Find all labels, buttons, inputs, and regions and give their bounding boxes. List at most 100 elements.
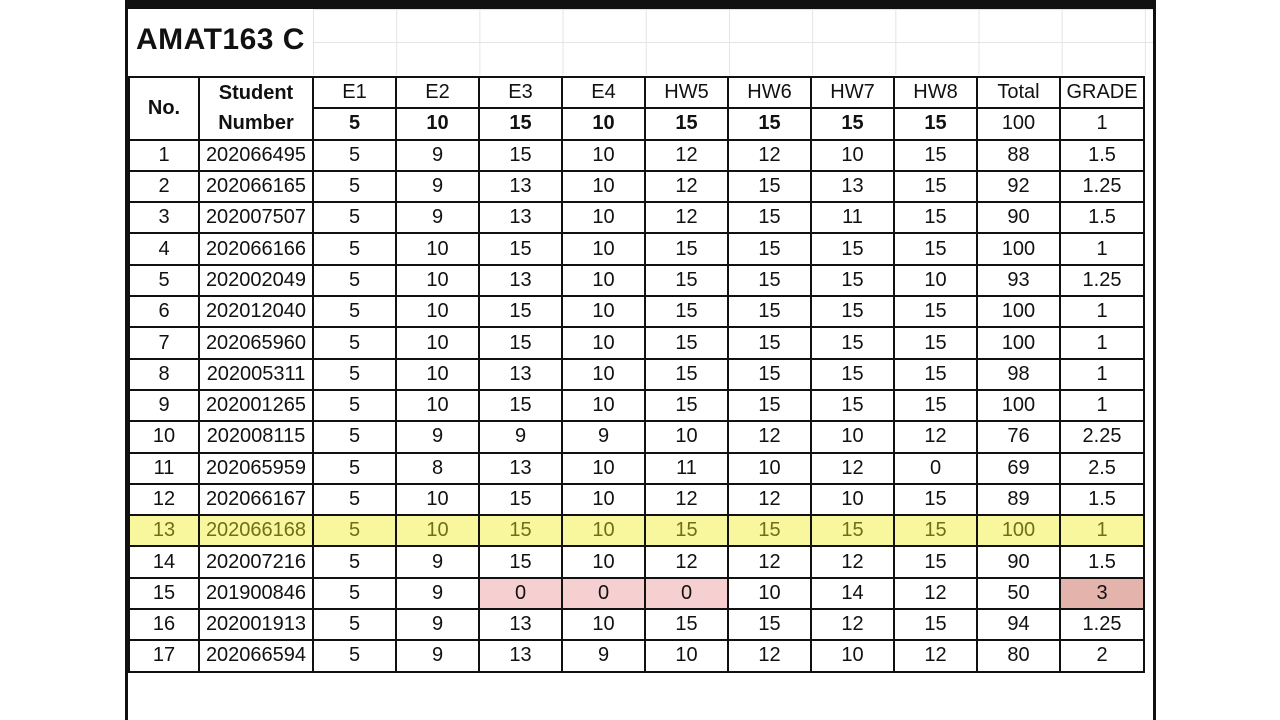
row-number-cell[interactable]: 16 (128, 608, 200, 642)
row-number-cell[interactable]: 3 (128, 201, 200, 235)
score-cell[interactable]: 10 (561, 169, 646, 204)
row-number-cell[interactable]: 10 (128, 420, 200, 454)
score-cell[interactable]: 11 (810, 201, 895, 235)
total-cell[interactable]: 90 (976, 545, 1061, 579)
grade-cell[interactable]: 1.5 (1059, 201, 1145, 235)
score-cell[interactable]: 15 (893, 545, 978, 579)
score-cell[interactable]: 15 (893, 326, 978, 360)
score-cell[interactable]: 15 (644, 295, 729, 329)
score-cell[interactable]: 15 (893, 388, 978, 423)
max-score-cell[interactable]: 15 (893, 107, 978, 141)
score-cell[interactable]: 12 (727, 138, 812, 172)
score-cell[interactable]: 9 (395, 169, 480, 204)
col-header-no[interactable]: No. (128, 76, 200, 141)
grade-cell[interactable]: 1 (1059, 326, 1145, 360)
score-cell[interactable]: 15 (727, 514, 812, 548)
score-cell[interactable]: 12 (893, 576, 978, 611)
total-cell[interactable]: 92 (976, 169, 1061, 204)
score-cell[interactable]: 10 (561, 545, 646, 579)
row-number-cell[interactable]: 13 (128, 514, 200, 548)
score-cell[interactable]: 15 (810, 295, 895, 329)
total-cell[interactable]: 88 (976, 138, 1061, 172)
grade-cell[interactable]: 1.25 (1059, 608, 1145, 642)
score-cell[interactable]: 15 (810, 388, 895, 423)
score-cell[interactable]: 8 (395, 451, 480, 485)
score-cell[interactable]: 10 (395, 326, 480, 360)
grade-cell[interactable]: 2 (1059, 639, 1145, 673)
student-number-cell[interactable]: 202065960 (198, 326, 314, 360)
total-cell[interactable]: 100 (976, 326, 1061, 360)
score-cell[interactable]: 15 (893, 608, 978, 642)
total-cell[interactable]: 80 (976, 639, 1061, 673)
row-number-cell[interactable]: 15 (128, 576, 200, 611)
student-number-cell[interactable]: 202066594 (198, 639, 314, 673)
score-cell[interactable]: 15 (727, 326, 812, 360)
col-header-e4[interactable]: E4 (561, 75, 646, 110)
score-cell[interactable]: 15 (893, 482, 978, 517)
student-number-cell[interactable]: 202001265 (198, 388, 314, 423)
student-number-cell[interactable]: 202066167 (198, 482, 314, 517)
score-cell[interactable]: 5 (312, 482, 397, 517)
score-cell[interactable]: 11 (644, 451, 729, 485)
score-cell[interactable]: 5 (312, 295, 397, 329)
score-cell[interactable]: 15 (810, 232, 895, 266)
score-cell[interactable]: 15 (727, 388, 812, 423)
score-cell[interactable]: 15 (644, 388, 729, 423)
row-number-cell[interactable]: 11 (128, 451, 200, 485)
student-number-cell[interactable]: 202065959 (198, 451, 314, 485)
student-number-cell[interactable]: 202066166 (198, 232, 314, 266)
score-cell[interactable]: 15 (478, 514, 563, 548)
student-number-cell[interactable]: 202002049 (198, 263, 314, 298)
score-cell[interactable]: 12 (810, 608, 895, 642)
row-number-cell[interactable]: 2 (128, 169, 200, 204)
total-cell[interactable]: 69 (976, 451, 1061, 485)
score-cell[interactable]: 13 (478, 263, 563, 298)
grade-cell[interactable]: 1.25 (1059, 169, 1145, 204)
score-cell[interactable]: 15 (478, 138, 563, 172)
max-score-cell[interactable]: 10 (561, 107, 646, 141)
score-cell[interactable]: 15 (727, 201, 812, 235)
score-cell[interactable]: 10 (810, 138, 895, 172)
score-cell[interactable]: 13 (478, 608, 563, 642)
score-cell[interactable]: 9 (395, 201, 480, 235)
score-cell[interactable]: 5 (312, 169, 397, 204)
score-cell[interactable]: 12 (727, 420, 812, 454)
total-cell[interactable]: 76 (976, 420, 1061, 454)
col-header-grade[interactable]: GRADE (1059, 75, 1145, 110)
row-number-cell[interactable]: 4 (128, 232, 200, 266)
score-cell[interactable]: 5 (312, 357, 397, 391)
score-cell[interactable]: 0 (893, 451, 978, 485)
row-number-cell[interactable]: 1 (128, 138, 200, 172)
score-cell[interactable]: 10 (561, 201, 646, 235)
score-cell[interactable]: 10 (561, 263, 646, 298)
score-cell[interactable]: 10 (644, 420, 729, 454)
score-cell[interactable]: 5 (312, 545, 397, 579)
score-cell[interactable]: 15 (810, 263, 895, 298)
score-cell[interactable]: 13 (478, 451, 563, 485)
total-cell[interactable]: 90 (976, 201, 1061, 235)
score-cell[interactable]: 15 (478, 232, 563, 266)
score-cell[interactable]: 10 (810, 420, 895, 454)
score-cell[interactable]: 9 (395, 608, 480, 642)
grade-cell[interactable]: 1 (1059, 514, 1145, 548)
col-header-hw6[interactable]: HW6 (727, 75, 812, 110)
score-cell[interactable]: 10 (561, 482, 646, 517)
total-cell[interactable]: 100 (976, 514, 1061, 548)
score-cell[interactable]: 12 (644, 482, 729, 517)
max-score-cell[interactable]: 100 (976, 107, 1061, 141)
col-header-student-number[interactable]: Student Number (198, 76, 314, 141)
score-cell[interactable]: 9 (395, 420, 480, 454)
score-cell[interactable]: 12 (727, 482, 812, 517)
score-cell[interactable]: 15 (727, 169, 812, 204)
score-cell[interactable]: 15 (727, 232, 812, 266)
score-cell[interactable]: 5 (312, 451, 397, 485)
score-cell[interactable]: 12 (644, 201, 729, 235)
score-cell[interactable]: 10 (395, 388, 480, 423)
score-cell[interactable]: 5 (312, 639, 397, 673)
max-score-cell[interactable]: 15 (727, 107, 812, 141)
col-header-e3[interactable]: E3 (478, 75, 563, 110)
max-score-cell[interactable]: 15 (644, 107, 729, 141)
score-cell[interactable]: 15 (893, 357, 978, 391)
score-cell[interactable]: 9 (561, 420, 646, 454)
score-cell[interactable]: 10 (561, 138, 646, 172)
